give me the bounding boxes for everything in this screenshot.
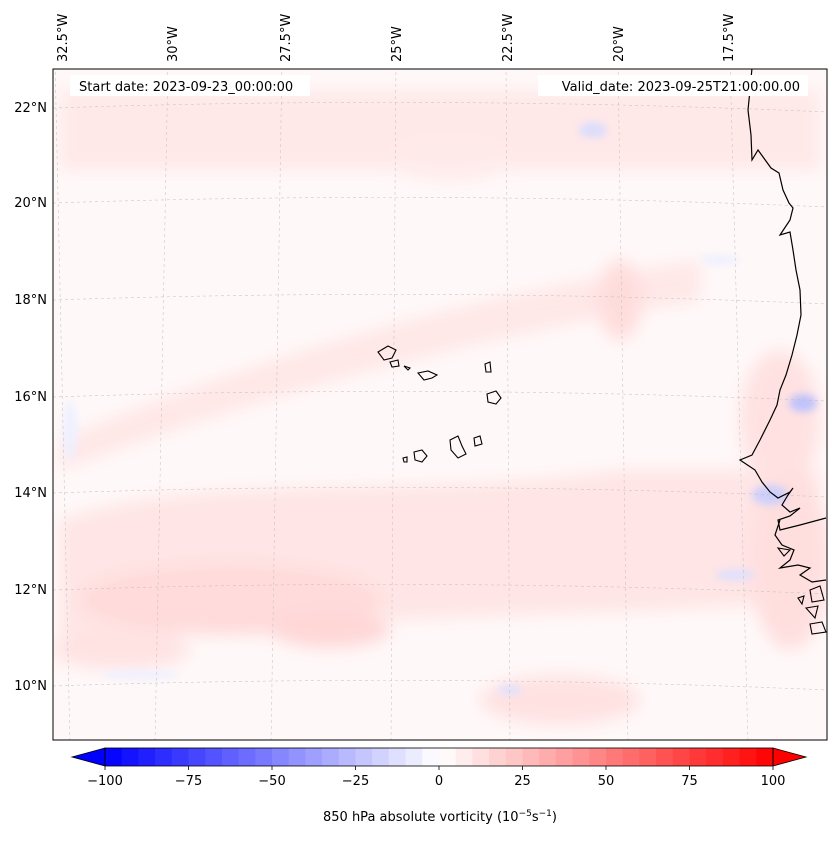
- latitude-labels: 22°N 20°N 18°N 16°N 14°N 12°N 10°N: [14, 101, 47, 694]
- africa-coastline: [738, 69, 827, 583]
- colorbar-bin: [205, 748, 223, 766]
- colorbar-tick-label: 0: [435, 774, 443, 789]
- vorticity-field: [53, 69, 827, 740]
- colorbar-extend-high: [772, 747, 808, 767]
- colorbar-tick-label: −100: [87, 774, 123, 789]
- colorbar-bin: [472, 748, 490, 766]
- lon-label: 17.5°W: [722, 14, 737, 62]
- colorbar-bin: [338, 748, 356, 766]
- colorbar-ticks: −100 −75 −50 −25 0 25 50 75 100: [87, 766, 785, 789]
- colorbar-bin: [522, 748, 540, 766]
- colorbar-bin: [272, 748, 290, 766]
- colorbar-tick-label: −50: [258, 774, 285, 789]
- colorbar-bin: [355, 748, 373, 766]
- colorbar-bin: [639, 748, 657, 766]
- colorbar-bin: [539, 748, 557, 766]
- lat-label: 18°N: [14, 293, 47, 308]
- colorbar-bin: [422, 748, 440, 766]
- cape-verde-islands: [377, 345, 502, 463]
- colorbar-tick-label: 25: [514, 774, 531, 789]
- colorbar-extend-low: [70, 747, 106, 767]
- colorbar-bin: [221, 748, 239, 766]
- colorbar-tick-label: 75: [681, 774, 698, 789]
- colorbar-bin: [589, 748, 607, 766]
- coastal-island: [809, 621, 827, 635]
- lon-label: 30°W: [166, 26, 181, 62]
- colorbar-bin: [756, 748, 774, 766]
- lon-label: 22.5°W: [501, 14, 516, 62]
- lon-label: 27.5°W: [279, 14, 294, 62]
- date-annotations: Start date: 2023-09-23_00:00:00 Valid_da…: [70, 75, 808, 96]
- lat-label: 22°N: [14, 101, 47, 116]
- lon-label: 20°W: [612, 26, 627, 62]
- lon-label: 32.5°W: [56, 14, 71, 62]
- colorbar-bin: [706, 748, 724, 766]
- colorbar-tick-label: −25: [342, 774, 369, 789]
- colorbar-bin: [455, 748, 473, 766]
- colorbar-label: 850 hPa absolute vorticity (10−5s−1): [323, 809, 557, 825]
- colorbar-bin: [155, 748, 173, 766]
- colorbar-bin: [238, 748, 256, 766]
- map-panel: [52, 68, 828, 741]
- colorbar-bin: [505, 748, 523, 766]
- colorbar-tick-label: 100: [761, 774, 786, 789]
- colorbar-tick-label: −75: [175, 774, 202, 789]
- colorbar-bin: [405, 748, 423, 766]
- colorbar-bin: [105, 748, 123, 766]
- coastal-island: [797, 595, 805, 606]
- colorbar-bin: [489, 748, 507, 766]
- colorbar-bin: [255, 748, 273, 766]
- colorbar-bins: [105, 748, 774, 766]
- colorbar-bin: [572, 748, 590, 766]
- colorbar-bin: [622, 748, 640, 766]
- colorbar-bin: [372, 748, 390, 766]
- colorbar-bin: [689, 748, 707, 766]
- colorbar-bin: [739, 748, 757, 766]
- colorbar-bin: [188, 748, 206, 766]
- coastal-island: [809, 585, 825, 603]
- lat-label: 10°N: [14, 679, 47, 694]
- colorbar-bin: [138, 748, 156, 766]
- valid-date-label: Valid_date: 2023-09-25T21:00:00.00: [562, 80, 800, 95]
- start-date-label: Start date: 2023-09-23_00:00:00: [79, 80, 293, 95]
- colorbar-bin: [305, 748, 323, 766]
- colorbar-bin: [322, 748, 340, 766]
- lat-label: 20°N: [14, 196, 47, 211]
- colorbar-bin: [672, 748, 690, 766]
- colorbar-bin: [656, 748, 674, 766]
- lat-label: 12°N: [14, 583, 47, 598]
- colorbar-bin: [439, 748, 457, 766]
- map-frame: [52, 68, 828, 741]
- colorbar-bin: [555, 748, 573, 766]
- coastal-island: [776, 547, 792, 557]
- colorbar-bin: [606, 748, 624, 766]
- coastal-island: [804, 605, 819, 620]
- lat-label: 16°N: [14, 390, 47, 405]
- colorbar-bin: [171, 748, 189, 766]
- lat-label: 14°N: [14, 486, 47, 501]
- colorbar-tick-label: 50: [598, 774, 615, 789]
- colorbar-bin: [388, 748, 406, 766]
- graticule: [53, 69, 827, 740]
- colorbar: −100 −75 −50 −25 0 25 50 75 100 850 hPa absolute…: [70, 747, 808, 825]
- longitude-labels: 32.5°W 30°W 27.5°W 25°W 22.5°W 20°W 17.5…: [56, 14, 737, 62]
- colorbar-bin: [288, 748, 306, 766]
- lon-label: 25°W: [390, 26, 405, 62]
- colorbar-bin: [121, 748, 139, 766]
- colorbar-bin: [722, 748, 740, 766]
